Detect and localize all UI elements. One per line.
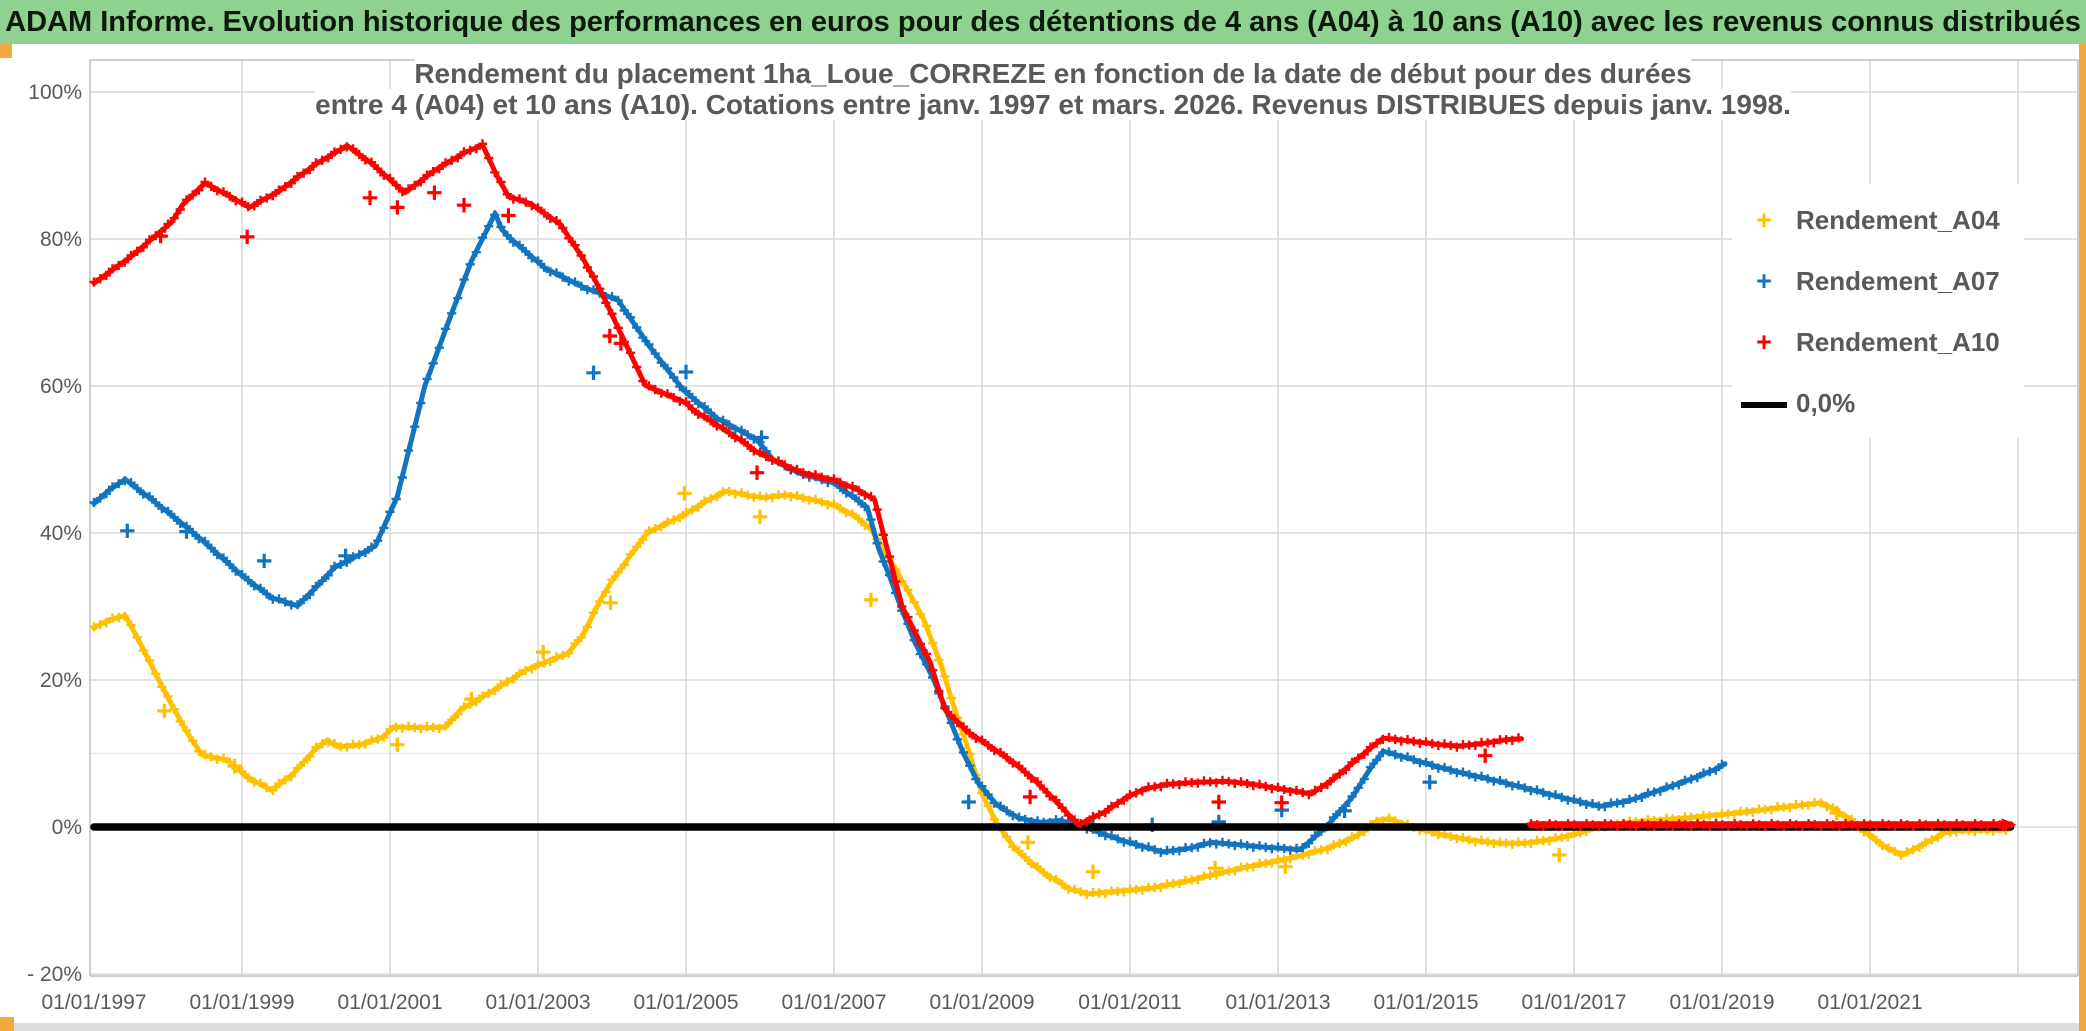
y-tick-label: 40% <box>40 522 82 545</box>
x-tick-label: 01/01/1999 <box>189 991 294 1014</box>
y-tick-label: 100% <box>28 81 82 104</box>
x-axis-labels: 01/01/1997 01/01/1999 01/01/2001 01/01/2003… <box>41 991 1922 1014</box>
series-rendement-a10[interactable] <box>89 139 2017 832</box>
orange-edge-accent-left-top <box>0 44 12 58</box>
series-end-cap <box>2001 818 2017 832</box>
report-title-banner: ADAM Informe. Evolution historique des p… <box>0 0 2086 44</box>
bottom-gray-strip <box>0 1023 2086 1031</box>
x-tick-label: 01/01/2011 <box>1078 991 1182 1014</box>
x-tick-label: 01/01/1997 <box>41 991 146 1014</box>
report-title-text: ADAM Informe. Evolution historique des p… <box>5 5 2081 38</box>
chart-title-line1: Rendement du placement 1ha_Loue_CORREZE … <box>414 58 1692 89</box>
x-tick-label: 01/01/2007 <box>781 991 886 1014</box>
x-tick-label: 01/01/2015 <box>1373 991 1478 1014</box>
legend-item-zero-line[interactable]: 0,0% <box>1732 373 2024 434</box>
legend-label: Rendement_A10 <box>1796 327 2000 357</box>
legend-item-rendement-a10[interactable]: + Rendement_A10 <box>1732 312 2024 373</box>
x-tick-label: 01/01/2005 <box>633 991 738 1014</box>
chart-legend: + Rendement_A04 + Rendement_A07 + Rendem… <box>1732 184 2024 438</box>
y-tick-label: 0% <box>52 816 82 839</box>
chart-title-line2: entre 4 (A04) et 10 ans (A10). Cotations… <box>315 89 1791 120</box>
y-tick-label: 20% <box>40 669 82 692</box>
y-tick-label: - 20% <box>27 963 82 986</box>
legend-label: Rendement_A07 <box>1796 266 2000 296</box>
series-markers <box>89 139 1524 829</box>
y-tick-label: 80% <box>40 228 82 251</box>
x-tick-label: 01/01/2017 <box>1521 991 1626 1014</box>
x-tick-label: 01/01/2009 <box>929 991 1034 1014</box>
legend-label: 0,0% <box>1796 388 1856 418</box>
line-marker-icon <box>1732 390 1796 417</box>
series-outlier-markers <box>153 185 1493 810</box>
series-outlier-markers <box>157 486 1844 879</box>
x-tick-label: 01/01/2019 <box>1669 991 1774 1014</box>
legend-item-rendement-a04[interactable]: + Rendement_A04 <box>1732 190 2024 251</box>
orange-edge-accent-left-bottom <box>0 1017 14 1031</box>
legend-label: Rendement_A04 <box>1796 205 2000 235</box>
x-tick-label: 01/01/2003 <box>485 991 590 1014</box>
x-tick-label: 01/01/2001 <box>337 991 442 1014</box>
series-markers <box>1526 819 2011 831</box>
plus-marker-icon: + <box>1756 327 1772 357</box>
x-tick-label: 01/01/2021 <box>1817 991 1922 1014</box>
plus-marker-icon: + <box>1756 205 1772 235</box>
y-axis-labels: 100% 80% 60% 40% 20% 0% - 20% <box>27 81 82 986</box>
x-tick-label: 01/01/2013 <box>1225 991 1330 1014</box>
y-tick-label: 60% <box>40 375 82 398</box>
orange-edge-accent-right <box>2079 44 2086 1031</box>
plus-marker-icon: + <box>1756 266 1772 296</box>
legend-item-rendement-a07[interactable]: + Rendement_A07 <box>1732 251 2024 312</box>
